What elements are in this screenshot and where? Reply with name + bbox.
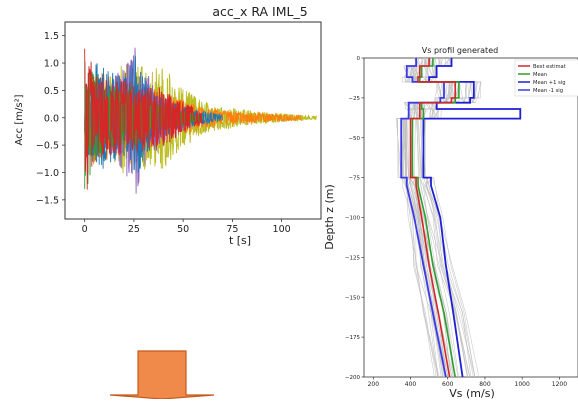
vs-y-tick-label: −75: [348, 176, 360, 182]
accel-y-tick-label: −0.5: [36, 141, 59, 152]
accel-y-tick-label: −1.0: [36, 168, 59, 179]
accel-x-tick-label: 100: [273, 224, 291, 235]
vs-x-tick-label: 800: [479, 381, 491, 388]
vs-chart-title: Vs profil generated: [422, 46, 498, 55]
accel-y-tick-label: 1.0: [44, 59, 59, 70]
accel-series-line: [84, 48, 204, 190]
vs-legend-label: Mean +1 sig: [533, 80, 566, 86]
vs-profile-chart: Vs profil generated 200 400 600 800 1000 1200…: [323, 46, 578, 400]
vs-x-tick-label: 600: [442, 381, 454, 388]
vs-y-tick-label: −100: [345, 216, 361, 222]
vs-legend-label: Best estimat: [533, 64, 566, 70]
vs-y-tick-label: −200: [345, 375, 361, 381]
vs-y-tick-label: −150: [345, 295, 361, 301]
vs-x-axis-label: Vs (m/s): [449, 387, 495, 399]
vs-y-tick-label: −175: [345, 335, 361, 341]
vs-simulated-profile-line: [418, 57, 472, 378]
accel-x-tick-label: 25: [128, 224, 140, 235]
accel-y-axis-label: Acc [m/s²]: [14, 94, 25, 145]
acceleration-chart: acc_x RA IML_5 0 25 50 75 100 −1.5 −1.0 −0.5 0.0…: [14, 4, 322, 247]
vs-series-line: [411, 58, 460, 378]
accel-axes-group: 0 25 50 75 100 −1.5 −1.0 −0.5 0.0 0.5 1.0 1.5: [36, 31, 291, 235]
vs-legend-label: Mean -1 sig: [533, 88, 563, 94]
accel-series-group: [84, 47, 317, 194]
vs-y-axis-label: Depth z (m): [323, 184, 336, 250]
vs-series-line: [400, 58, 447, 378]
accel-chart-title: acc_x RA IML_5: [212, 4, 307, 19]
accel-y-tick-label: 0.5: [44, 86, 59, 97]
orange-down-arrow: [109, 350, 215, 400]
vs-axes-group: 200 400 600 800 1000 1200 0 −25 −50 −75 −100 −125 −1…: [345, 56, 567, 388]
accel-x-tick-label: 50: [177, 224, 189, 235]
accel-y-tick-label: 1.5: [44, 31, 59, 42]
vs-plot-frame: [363, 57, 578, 378]
vs-x-tick-label: 1000: [515, 381, 530, 388]
vs-series-group: [400, 58, 522, 378]
accel-y-tick-label: −1.5: [36, 195, 59, 206]
accel-x-tick-label: 0: [82, 224, 88, 235]
accel-x-tick-label: 75: [226, 224, 238, 235]
vs-y-tick-label: −125: [345, 255, 361, 261]
orange-down-arrow-shape: [109, 350, 215, 400]
vs-legend: Best estimat Mean Mean +1 sig Mean -1 sig: [514, 59, 578, 97]
vs-x-tick-label: 400: [405, 381, 417, 388]
vs-x-tick-label: 1200: [552, 381, 567, 388]
vs-series-line: [409, 58, 456, 378]
accel-plot-frame: [64, 21, 322, 220]
vs-series-line: [422, 58, 522, 378]
accel-x-axis-label: t [s]: [229, 234, 251, 247]
vs-x-tick-label: 200: [368, 381, 380, 388]
vs-y-tick-label: −25: [348, 96, 360, 102]
accel-y-tick-label: 0.0: [44, 113, 59, 124]
vs-y-tick-label: 0: [357, 56, 361, 62]
vs-legend-label: Mean: [533, 72, 547, 78]
vs-y-tick-label: −50: [348, 136, 360, 142]
